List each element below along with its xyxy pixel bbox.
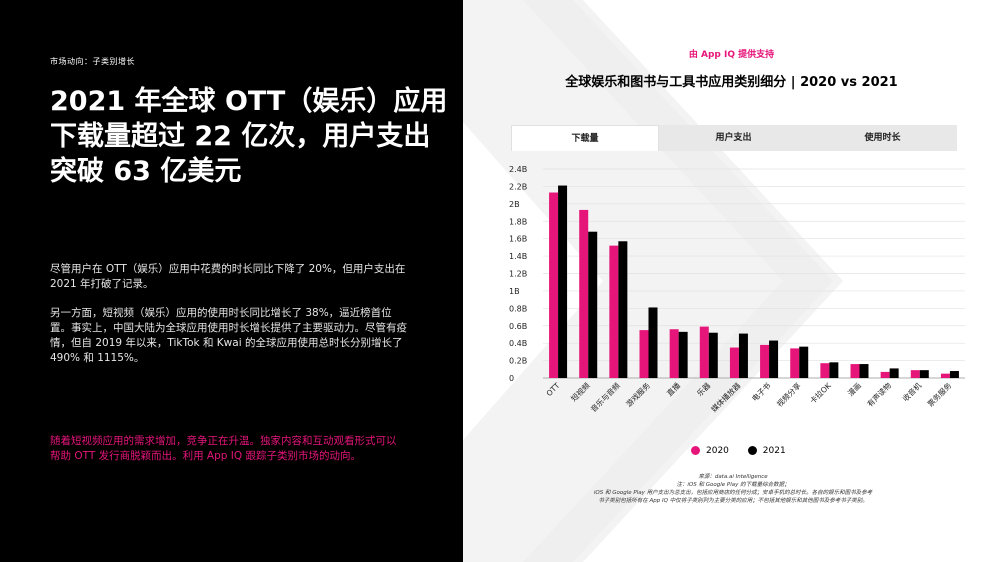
sponsor-label: 由 App IQ 提供支持 <box>688 50 775 60</box>
y-tick-label: 1.4B <box>509 252 527 261</box>
legend-swatch-2021 <box>747 446 757 455</box>
source-notes: 来源：data.ai Intelligence 注：iOS 和 Google P… <box>533 473 933 505</box>
x-tick-label: 音乐与音频 <box>588 380 622 414</box>
legend-swatch-2020 <box>691 446 700 455</box>
y-tick-label: 2B <box>509 200 520 209</box>
bar-2020 <box>820 363 830 378</box>
bar-2020 <box>760 344 770 378</box>
bar-2021 <box>859 364 869 378</box>
x-tick-label: 乐器 <box>695 380 713 398</box>
bar-2020 <box>729 347 739 378</box>
y-tick-label: 1.8B <box>509 217 527 226</box>
x-tick-label: 短视频 <box>569 380 592 403</box>
bar-2020 <box>639 330 649 378</box>
legend-label-2021: 2021 <box>762 446 786 456</box>
chart-legend: 2020 2021 <box>691 446 802 460</box>
bar-2020 <box>790 348 800 378</box>
note-line-1: 来源：data.ai Intelligence <box>698 474 768 480</box>
y-tick-label: 0 <box>509 374 514 383</box>
bar-2020 <box>579 209 589 378</box>
bar-2021 <box>949 371 959 378</box>
tab-user-spend[interactable]: 用户支出 <box>715 133 752 143</box>
tab-time-spent[interactable]: 使用时长 <box>864 133 901 143</box>
bar-2021 <box>588 231 598 378</box>
bar-2021 <box>769 340 779 378</box>
bar-2021 <box>618 241 628 378</box>
callout-text: 随着短视频应用的需求增加，竞争正在升温。独家内容和互动观看形式可以帮助 OTT … <box>50 435 397 462</box>
left-panel: 市场动向：子类别增长 2021 年全球 OTT（娱乐）应用下载量超过 22 亿次… <box>0 0 463 562</box>
x-tick-label: 收音机 <box>900 380 923 403</box>
chart-title: 全球娱乐和图书与工具书应用类别细分 | 2020 vs 2021 <box>565 75 898 90</box>
bar-2021 <box>558 185 568 378</box>
bar-2020 <box>910 370 920 378</box>
body-paragraph-1: 尽管用户在 OTT（娱乐）应用中花费的时长同比下降了 20%，但用户支出在 20… <box>50 263 406 290</box>
bar-2021 <box>829 362 839 378</box>
bar-2021 <box>919 370 929 378</box>
bar-2020 <box>699 326 709 378</box>
bar-2021 <box>678 331 688 378</box>
bar-2021 <box>738 333 748 378</box>
x-tick-label: 有声读物 <box>865 380 894 409</box>
tab-downloads[interactable]: 下载量 <box>511 125 659 151</box>
bar-2020 <box>549 192 559 378</box>
x-tick-label: 电子书 <box>750 380 773 403</box>
y-tick-label: 0.8B <box>509 304 527 313</box>
note-line-3: iOS 和 Google Play 用户支出为总支出，包括应用商店的任何分成；安… <box>593 490 873 496</box>
metric-tabs: 下载量 用户支出 使用时长 <box>511 125 957 151</box>
bar-2020 <box>669 329 679 378</box>
note-line-4: 书子类别包括所有在 App IQ 中仅将子类别列为主要分类的应用；不包括其他娱乐… <box>598 498 868 504</box>
y-tick-label: 0.6B <box>509 322 527 331</box>
right-panel: 由 App IQ 提供支持 全球娱乐和图书与工具书应用类别细分 | 2020 v… <box>463 0 1000 562</box>
headline: 2021 年全球 OTT（娱乐）应用下载量超过 22 亿次，用户支出突破 63 … <box>50 86 448 187</box>
y-tick-label: 0.2B <box>509 357 527 366</box>
y-tick-label: 1.2B <box>509 270 527 279</box>
body-paragraph-2: 另一方面，短视频（娱乐）应用的使用时长同比增长了 38%，逼近榜首位置。事实上，… <box>50 307 407 364</box>
legend-item-2020: 2020 <box>691 446 729 456</box>
x-tick-label: 票务服务 <box>925 380 954 409</box>
bar-2021 <box>648 307 658 378</box>
x-tick-label: 视频分享 <box>774 380 803 409</box>
y-tick-label: 2.4B <box>509 165 527 174</box>
x-tick-label: 媒体播放器 <box>709 380 743 414</box>
x-tick-label: 游戏服务 <box>624 380 653 409</box>
x-tick-label: 直播 <box>664 380 682 398</box>
y-tick-label: 2.2B <box>509 182 527 191</box>
note-line-2: 注：iOS 和 Google Play 的下载量综合数据； <box>676 482 790 488</box>
legend-label-2020: 2020 <box>706 446 729 456</box>
bar-2021 <box>889 368 899 378</box>
bar-2021 <box>799 346 809 378</box>
bar-chart: 0 0.2B 0.4B 0.6B 0.8B 1B 1.2B 1.4B 1.6B 1.8B 2B 2.2… <box>509 165 965 414</box>
x-tick-label: 卡拉OK <box>807 380 833 406</box>
legend-item-2021: 2021 <box>747 446 786 456</box>
bar-2020 <box>609 245 619 378</box>
bar-2020 <box>880 371 890 378</box>
bar-2021 <box>708 332 718 378</box>
x-tick-label: 漫画 <box>845 380 863 398</box>
eyebrow-label: 市场动向：子类别增长 <box>50 57 135 66</box>
x-tick-label: OTT <box>545 381 562 398</box>
y-tick-label: 0.4B <box>509 339 527 348</box>
y-tick-label: 1.6B <box>509 235 527 244</box>
y-tick-label: 1B <box>509 287 520 296</box>
bar-2020 <box>940 373 950 378</box>
bar-2020 <box>850 364 860 378</box>
